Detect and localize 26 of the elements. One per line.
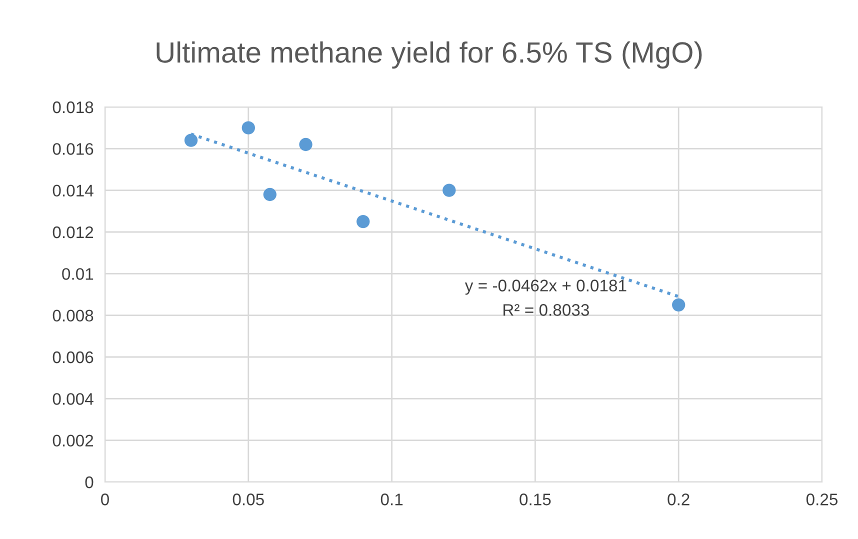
point bbox=[672, 298, 686, 312]
y-tick-label: 0 bbox=[85, 476, 94, 488]
y-tick-label: 0.008 bbox=[52, 310, 94, 322]
y-tick-label: 0.012 bbox=[52, 226, 94, 238]
point bbox=[442, 184, 456, 197]
annotation: R² = 0.8033 bbox=[504, 304, 590, 316]
point bbox=[299, 138, 312, 152]
point bbox=[263, 188, 276, 202]
y-tick-label: 0.016 bbox=[52, 143, 94, 155]
y-tick-label: 0.006 bbox=[52, 351, 94, 364]
point bbox=[184, 134, 198, 147]
x-tick-label: 0.1 bbox=[380, 494, 403, 506]
y-tick-label: 0.014 bbox=[52, 184, 94, 197]
x-tick-label: 0.25 bbox=[806, 494, 838, 506]
y-tick-label: 0.004 bbox=[52, 393, 94, 405]
x-tick-label: 0.15 bbox=[520, 494, 551, 506]
y-tick-label: 0.002 bbox=[52, 434, 94, 447]
x-tick-label: 0 bbox=[101, 494, 109, 506]
point bbox=[242, 121, 255, 134]
point bbox=[356, 214, 370, 228]
annotation: y = -0.0462x + 0.0181 bbox=[464, 280, 626, 295]
x-tick-label: 0.05 bbox=[232, 494, 264, 506]
chart-title: Ultimate methane yield for 6.5% TS (MgO) bbox=[156, 41, 702, 69]
y-tick-label: 0.018 bbox=[52, 101, 94, 114]
x-tick-label: 0.2 bbox=[668, 494, 690, 506]
y-tick-label: 0.01 bbox=[62, 268, 94, 280]
